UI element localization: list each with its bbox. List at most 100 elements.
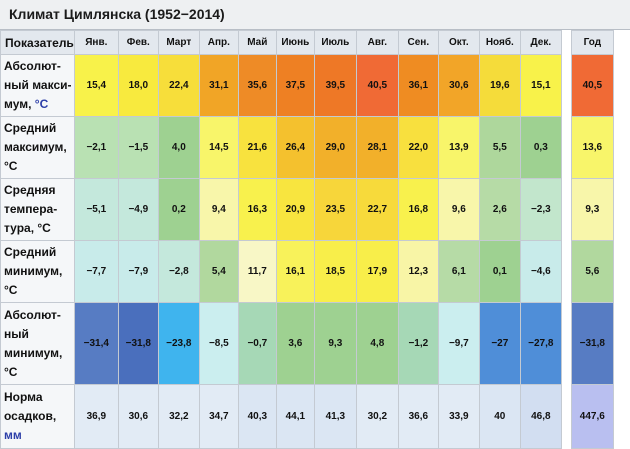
table-title: Климат Цимлянска (1952−2014) <box>0 0 630 30</box>
cell-month: 9,6 <box>437 178 480 241</box>
cell-month: 2,6 <box>478 178 521 241</box>
row-label: Норма осадков, мм <box>0 384 75 449</box>
cell-month: −2,8 <box>157 240 200 303</box>
row-label-line: тура, °C <box>4 221 51 235</box>
header-apr: Апр. <box>198 30 239 55</box>
cell-month: 31,1 <box>198 54 239 117</box>
cell-month: 46,8 <box>519 384 562 449</box>
header-mar: Март <box>157 30 200 55</box>
header-dec: Дек. <box>519 30 562 55</box>
row-label-line: Средняя <box>4 183 56 197</box>
cell-month: 17,9 <box>355 240 399 303</box>
row-label-line: осадков, <box>4 409 57 423</box>
cell-month: 9,3 <box>313 302 357 385</box>
cell-month: −27 <box>478 302 521 385</box>
cell-month: 40,5 <box>355 54 399 117</box>
climate-table: Показатель Янв. Фев. Март Апр. Май Июнь … <box>0 30 614 449</box>
table-row: Средний максимум, °C −2,1 −1,5 4,0 14,5 21,6 26,… <box>0 116 614 179</box>
cell-month: 5,5 <box>478 116 521 179</box>
cell-month: 36,6 <box>397 384 439 449</box>
cell-month: 33,9 <box>437 384 480 449</box>
column-gap <box>560 54 572 117</box>
row-label-line: мум, <box>4 97 35 111</box>
table-row: Абсолют-ный макси-мум, °C 15,4 18,0 22,4 31,… <box>0 54 614 117</box>
row-label-line: °C <box>4 283 18 297</box>
cell-month: 40,3 <box>237 384 277 449</box>
cell-month: 19,6 <box>478 54 521 117</box>
row-label-line: °C <box>4 364 18 379</box>
cell-month: −2,1 <box>73 116 119 179</box>
cell-month: 32,2 <box>157 384 200 449</box>
cell-year: 9,3 <box>570 178 614 241</box>
cell-month: 34,7 <box>198 384 239 449</box>
header-nov: Нояб. <box>478 30 521 55</box>
cell-month: 16,1 <box>275 240 315 303</box>
row-label: Средний минимум, °C <box>0 240 75 303</box>
cell-month: 22,4 <box>157 54 200 117</box>
row-label-line: °C <box>4 159 18 173</box>
cell-month: 28,1 <box>355 116 399 179</box>
cell-month: 5,4 <box>198 240 239 303</box>
cell-month: 36,9 <box>73 384 119 449</box>
cell-month: −7,9 <box>117 240 159 303</box>
cell-month: 4,0 <box>157 116 200 179</box>
row-label-line: Средний <box>4 245 57 259</box>
table-row: Средняя темпера-тура, °C −5,1 −4,9 0,2 9,4 16,… <box>0 178 614 241</box>
cell-month: −0,7 <box>237 302 277 385</box>
header-jan: Янв. <box>73 30 119 55</box>
header-year: Год <box>570 30 614 55</box>
header-oct: Окт. <box>437 30 480 55</box>
row-label: Абсолют-ный макси-мум, °C <box>0 54 75 117</box>
row-label-line: Абсолют- <box>4 307 61 322</box>
cell-month: −2,3 <box>519 178 562 241</box>
row-label-line: Норма <box>4 390 43 404</box>
cell-month: −31,4 <box>73 302 119 385</box>
cell-month: −5,1 <box>73 178 119 241</box>
cell-month: 22,7 <box>355 178 399 241</box>
row-label: Абсолют-ный минимум, °C <box>0 302 75 385</box>
column-gap <box>560 240 572 303</box>
row-label-line: Абсолют- <box>4 59 61 73</box>
cell-month: 9,4 <box>198 178 239 241</box>
header-jul: Июль <box>313 30 357 55</box>
cell-month: 12,3 <box>397 240 439 303</box>
cell-month: −31,8 <box>117 302 159 385</box>
cell-month: 36,1 <box>397 54 439 117</box>
cell-month: 21,6 <box>237 116 277 179</box>
row-label: Средняя темпера-тура, °C <box>0 178 75 241</box>
header-may: Май <box>237 30 277 55</box>
cell-month: 18,0 <box>117 54 159 117</box>
cell-year: 447,6 <box>570 384 614 449</box>
row-label-line: Средний <box>4 121 57 135</box>
cell-month: 40 <box>478 384 521 449</box>
cell-month: 30,6 <box>437 54 480 117</box>
table-body: Абсолют-ный макси-мум, °C 15,4 18,0 22,4 31,… <box>0 54 614 449</box>
cell-month: 0,1 <box>478 240 521 303</box>
cell-year: 13,6 <box>570 116 614 179</box>
cell-month: 0,3 <box>519 116 562 179</box>
cell-month: −4,9 <box>117 178 159 241</box>
table-row: Норма осадков, мм 36,9 30,6 32,2 34,7 40,3 44,1 4… <box>0 384 614 449</box>
cell-month: 18,5 <box>313 240 357 303</box>
table-row: Абсолют-ный минимум, °C −31,4 −31,8 −23,8 −8,5… <box>0 302 614 385</box>
row-label-line: ный макси- <box>4 78 72 92</box>
table-row: Средний минимум, °C −7,7 −7,9 −2,8 5,4 11,7 16,1… <box>0 240 614 303</box>
row-label-line: минимум, <box>4 264 63 278</box>
cell-month: 15,1 <box>519 54 562 117</box>
cell-month: −1,5 <box>117 116 159 179</box>
cell-month: 39,5 <box>313 54 357 117</box>
cell-month: 16,8 <box>397 178 439 241</box>
column-gap <box>560 302 572 385</box>
header-jun: Июнь <box>275 30 315 55</box>
cell-month: 3,6 <box>275 302 315 385</box>
cell-year: −31,8 <box>570 302 614 385</box>
column-gap <box>560 178 572 241</box>
cell-month: −27,8 <box>519 302 562 385</box>
cell-month: 20,9 <box>275 178 315 241</box>
row-label-line: минимум, <box>4 345 63 360</box>
cell-month: −1,2 <box>397 302 439 385</box>
cell-month: −4,6 <box>519 240 562 303</box>
cell-month: −7,7 <box>73 240 119 303</box>
cell-month: −8,5 <box>198 302 239 385</box>
header-feb: Фев. <box>117 30 159 55</box>
